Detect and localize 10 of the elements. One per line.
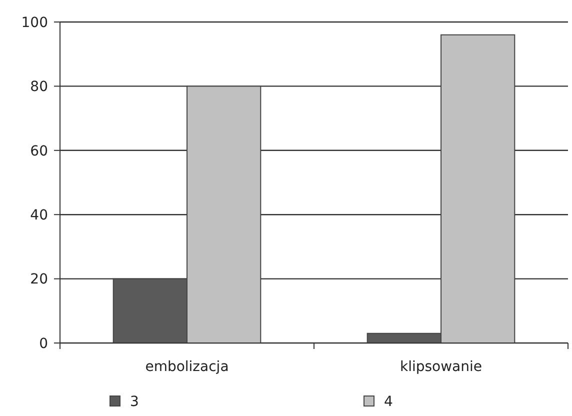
y-tick-label: 0 bbox=[39, 336, 48, 352]
legend-label: 3 bbox=[130, 394, 139, 410]
x-tick-label: klipsowanie bbox=[400, 359, 482, 375]
y-tick-label: 40 bbox=[30, 208, 48, 224]
legend-label: 4 bbox=[384, 394, 393, 410]
y-tick-label: 80 bbox=[30, 79, 48, 96]
x-tick-label: embolizacja bbox=[145, 359, 229, 375]
y-tick-label: 100 bbox=[21, 14, 48, 31]
y-tick-label: 60 bbox=[30, 143, 48, 160]
y-tick-label: 20 bbox=[30, 272, 48, 288]
